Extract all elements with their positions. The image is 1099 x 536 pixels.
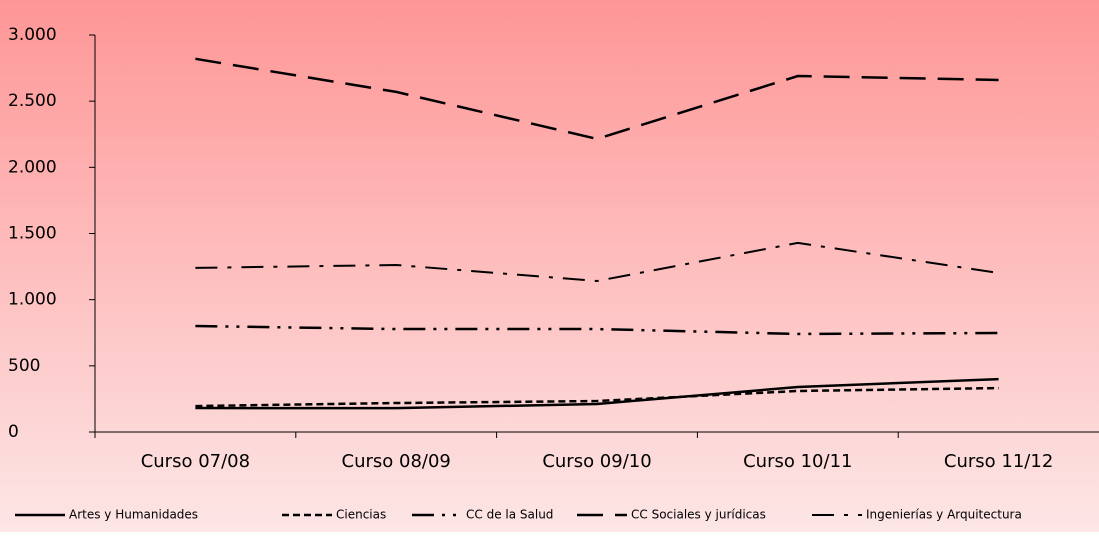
line-series: [195, 57, 999, 141]
y-tick-label: 2.500: [8, 91, 57, 111]
legend-label: Artes y Humanidades: [69, 508, 198, 522]
y-tick-label: 3.000: [8, 25, 57, 45]
legend-label: CC Sociales y jurídicas: [631, 508, 766, 522]
y-tick-label: 0: [8, 422, 19, 442]
legend-label: CC de la Salud: [466, 508, 553, 522]
x-tick-label: Curso 10/11: [743, 451, 852, 472]
line-series: [195, 241, 999, 283]
legend-label: Ingenierías y Arquitectura: [866, 508, 1022, 522]
x-tick-label: Curso 07/08: [141, 451, 250, 472]
line-series: [195, 377, 999, 410]
x-tick-label: Curso 08/09: [342, 451, 451, 472]
x-tick-label: Curso 09/10: [542, 451, 651, 472]
legend-label: Ciencias: [336, 508, 386, 522]
x-tick-label: Curso 11/12: [944, 451, 1053, 472]
line-series: [195, 386, 999, 408]
y-tick-label: 500: [8, 356, 40, 376]
y-tick-label: 1.000: [8, 290, 57, 310]
y-tick-label: 1.500: [8, 224, 57, 244]
y-tick-label: 2.000: [8, 157, 57, 177]
